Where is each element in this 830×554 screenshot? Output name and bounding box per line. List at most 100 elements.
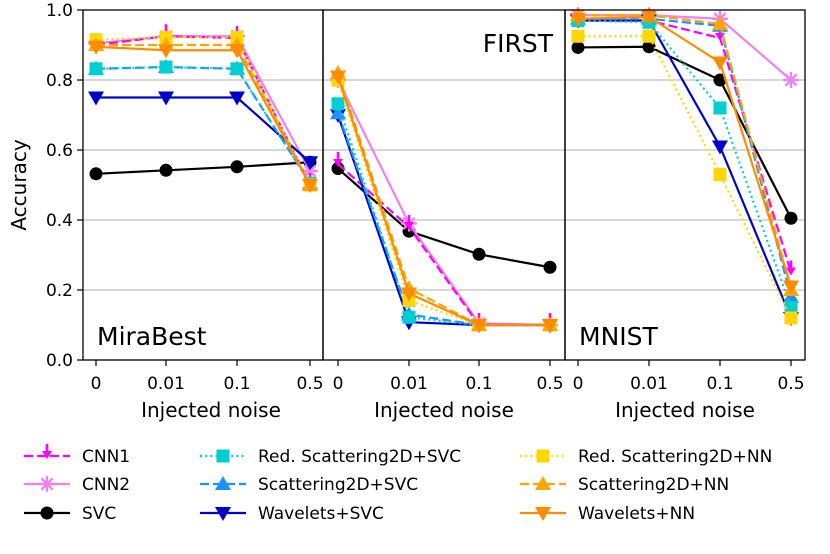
data-point [472, 247, 486, 261]
legend-label: CNN2 [82, 475, 130, 495]
data-point [230, 62, 244, 76]
series-line [95, 36, 311, 186]
x-tick-label: 0.5 [296, 374, 323, 394]
legend-marker [42, 444, 52, 459]
series-scattering2d-svc [330, 105, 558, 331]
legend-marker [215, 476, 231, 490]
series-wavelets-svc [570, 14, 799, 326]
x-axis-label: Injected noise [615, 398, 755, 422]
data-point [159, 60, 173, 74]
data-point [471, 319, 487, 333]
series-line [337, 167, 551, 269]
x-tick-label: 0.5 [777, 374, 804, 394]
data-point [641, 11, 657, 25]
data-point [333, 152, 343, 167]
data-point [782, 71, 800, 89]
legend-label: Red. Scattering2D+SVC [258, 447, 461, 467]
series-line [578, 14, 792, 81]
legend-marker [40, 506, 54, 520]
data-point [712, 140, 728, 155]
legend-entry-red-scattering2d-svc: Red. Scattering2D+SVC [200, 447, 461, 467]
data-point [783, 280, 799, 295]
data-point [543, 260, 557, 274]
x-tick-label: 0.01 [630, 374, 668, 394]
marker-head [42, 451, 52, 459]
series-cnn2 [329, 71, 559, 334]
legend-label: Wavelets+SVC [258, 504, 384, 524]
series-line [578, 19, 793, 273]
data-point [571, 29, 585, 43]
legend-entry-wavelets-svc: Wavelets+SVC [200, 504, 384, 524]
legend-label: Scattering2D+SVC [258, 475, 418, 495]
series-line [336, 103, 550, 327]
data-point [542, 319, 558, 333]
data-point [784, 311, 798, 325]
legend-label: SVC [82, 504, 116, 524]
legend-label: CNN1 [82, 447, 130, 467]
data-point [570, 12, 586, 27]
marker-stroke [303, 164, 317, 178]
data-point [712, 56, 728, 71]
panel-first [329, 65, 559, 334]
data-point [158, 91, 174, 106]
series-line [578, 17, 793, 298]
series-line [336, 76, 550, 327]
data-point [331, 97, 345, 111]
x-tick-label: 0.1 [465, 374, 492, 394]
series-line [95, 45, 311, 186]
series-line [95, 65, 311, 184]
legend-entry-scattering2d-nn: Scattering2D+NN [520, 475, 729, 495]
data-point [229, 91, 245, 106]
series-red-scattering2d-nn [571, 29, 798, 325]
series-wavelets-svc [330, 109, 558, 333]
marker-stroke [784, 73, 798, 87]
data-point [89, 167, 103, 181]
series-line [578, 14, 793, 291]
series-cnn1 [333, 152, 555, 328]
series-line [577, 45, 792, 219]
x-tick-label: 0 [91, 374, 102, 394]
data-point [302, 156, 318, 171]
y-tick-label: 0.0 [46, 351, 73, 371]
data-point [401, 287, 417, 302]
legend-entry-cnn1: CNN1 [24, 444, 130, 467]
data-point [330, 70, 346, 85]
series-line [577, 15, 793, 287]
data-point [642, 29, 656, 43]
data-point [713, 168, 727, 181]
x-axis-label: Injected noise [374, 398, 514, 422]
x-tick-label: 0 [333, 374, 344, 394]
x-tick-label: 0.01 [390, 374, 428, 394]
x-tick-label: 0.1 [706, 374, 733, 394]
panel-mnist [569, 7, 800, 326]
legend-entry-scattering2d-svc: Scattering2D+SVC [200, 475, 418, 495]
series-cnn1 [573, 8, 796, 276]
data-point [88, 40, 104, 55]
data-point [784, 211, 798, 225]
marker-head [786, 267, 796, 276]
legend-marker [535, 507, 551, 521]
data-point [159, 163, 173, 177]
legend-entry-wavelets-nn: Wavelets+NN [520, 504, 695, 524]
x-tick-label: 0.5 [536, 374, 563, 394]
series-line [96, 43, 311, 186]
legend-marker [38, 475, 56, 493]
series-svc [89, 155, 317, 181]
series-line [95, 161, 311, 175]
data-point [230, 160, 244, 174]
series-wavelets-nn [88, 40, 318, 193]
series-scattering2d-nn [330, 65, 558, 331]
x-axis-label: Injected noise [141, 398, 281, 422]
marker-stroke [40, 477, 54, 491]
axes-frame [564, 9, 806, 361]
x-tick-label: 0.1 [223, 374, 250, 394]
legend-marker [536, 449, 550, 463]
series-line [95, 35, 311, 172]
legend: CNN1 CNN2 SVC Red. Scattering2D+SVC Scatteri… [24, 444, 772, 524]
data-point [786, 260, 796, 276]
data-point [89, 62, 103, 76]
x-tick-label: 0.01 [147, 374, 185, 394]
y-tick-label: 0.4 [46, 211, 73, 231]
marker-head [404, 222, 414, 230]
series-wavelets-nn [330, 70, 558, 333]
